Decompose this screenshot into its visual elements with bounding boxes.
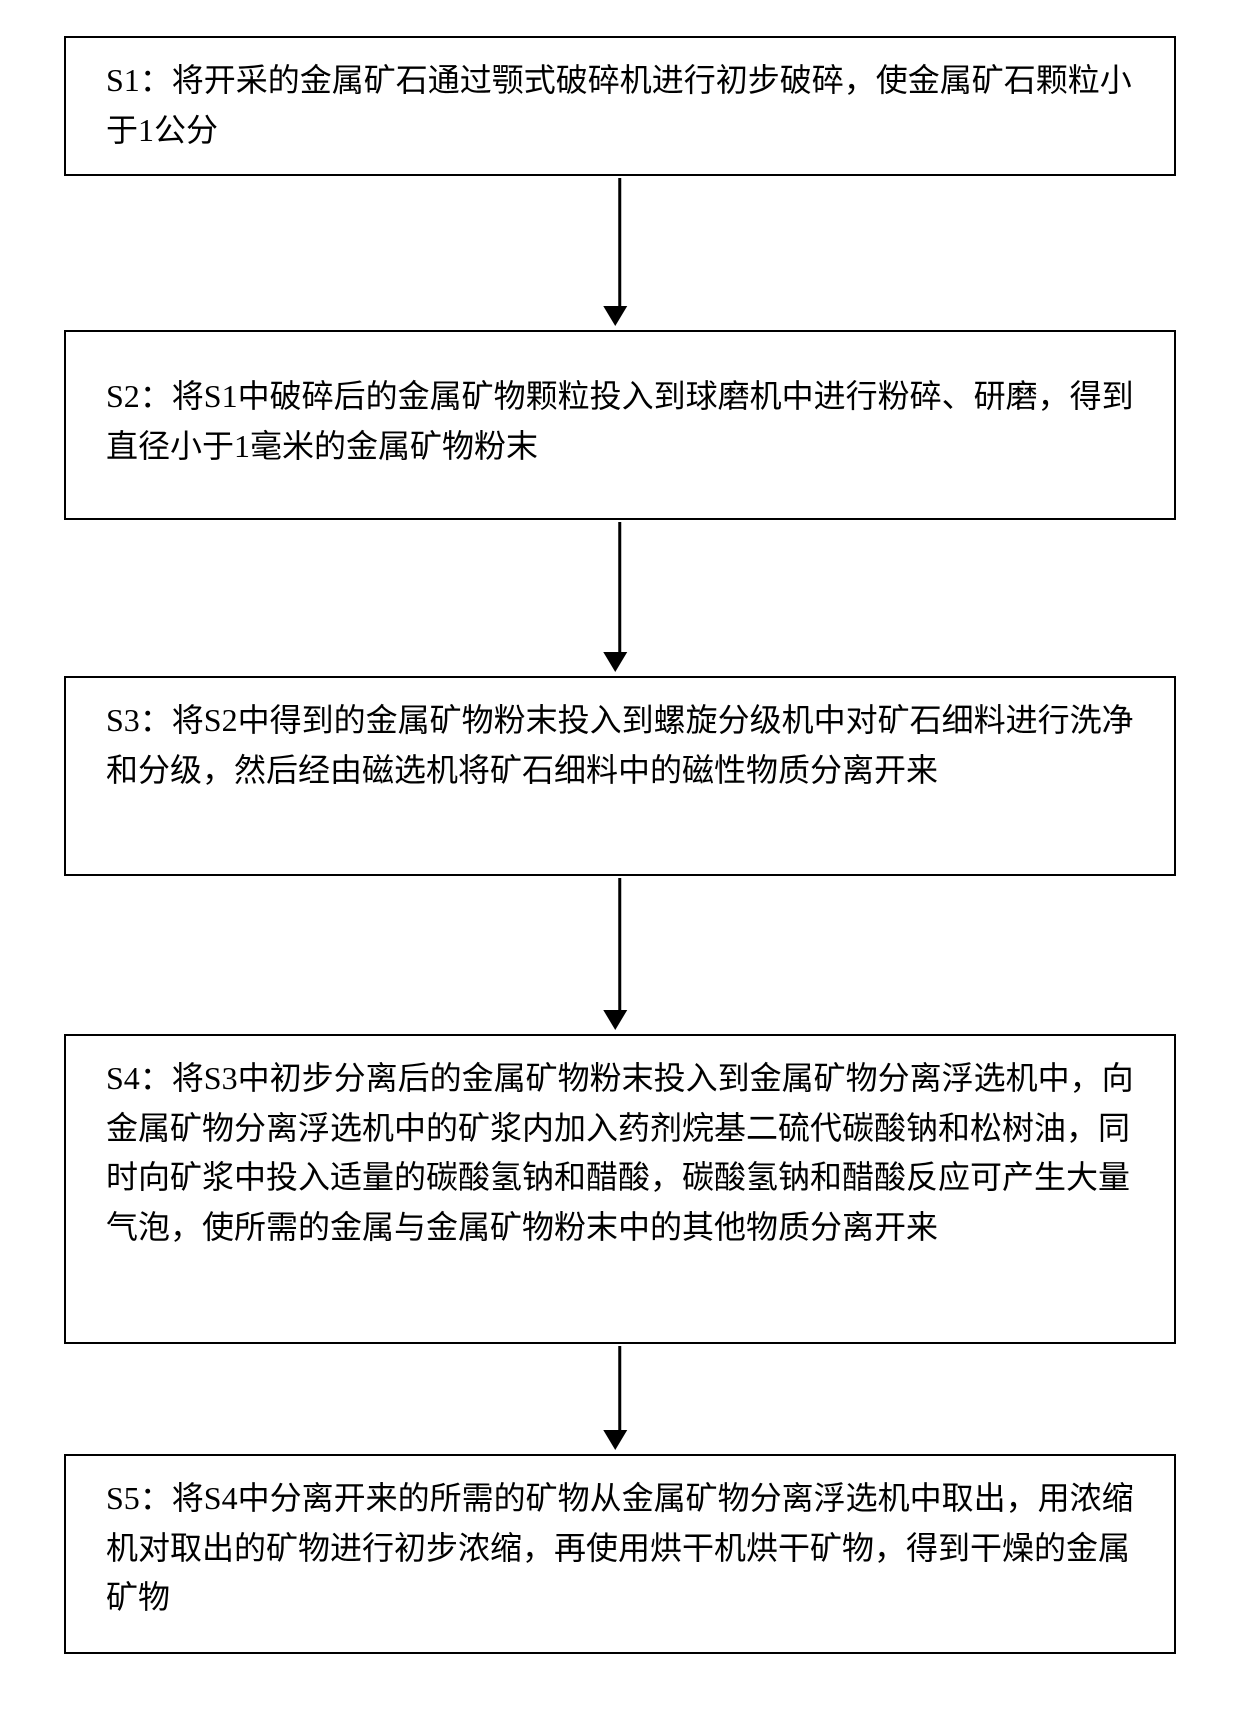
step-s5-label: S5：将S4中分离开来的所需的矿物从金属矿物分离浮选机中取出，用浓缩机对取出的矿… [106,1480,1134,1615]
arrow-s2-s3 [613,522,627,672]
arrow-s1-s2 [613,178,627,326]
arrow-s4-s5 [613,1346,627,1450]
step-s1: S1：将开采的金属矿石通过颚式破碎机进行初步破碎，使金属矿石颗粒小于1公分 [64,36,1176,176]
step-s2-label: S2：将S1中破碎后的金属矿物颗粒投入到球磨机中进行粉碎、研磨，得到直径小于1毫… [106,378,1134,464]
arrow-s3-s4 [613,878,627,1030]
step-s3: S3：将S2中得到的金属矿物粉末投入到螺旋分级机中对矿石细料进行洗净和分级，然后… [64,676,1176,876]
step-s5: S5：将S4中分离开来的所需的矿物从金属矿物分离浮选机中取出，用浓缩机对取出的矿… [64,1454,1176,1654]
step-s4: S4：将S3中初步分离后的金属矿物粉末投入到金属矿物分离浮选机中，向金属矿物分离… [64,1034,1176,1344]
step-s2: S2：将S1中破碎后的金属矿物颗粒投入到球磨机中进行粉碎、研磨，得到直径小于1毫… [64,330,1176,520]
step-s4-label: S4：将S3中初步分离后的金属矿物粉末投入到金属矿物分离浮选机中，向金属矿物分离… [106,1060,1134,1245]
flowchart-canvas: S1：将开采的金属矿石通过颚式破碎机进行初步破碎，使金属矿石颗粒小于1公分 S2… [0,0,1240,1714]
step-s3-label: S3：将S2中得到的金属矿物粉末投入到螺旋分级机中对矿石细料进行洗净和分级，然后… [106,702,1134,788]
step-s1-label: S1：将开采的金属矿石通过颚式破碎机进行初步破碎，使金属矿石颗粒小于1公分 [106,62,1132,148]
